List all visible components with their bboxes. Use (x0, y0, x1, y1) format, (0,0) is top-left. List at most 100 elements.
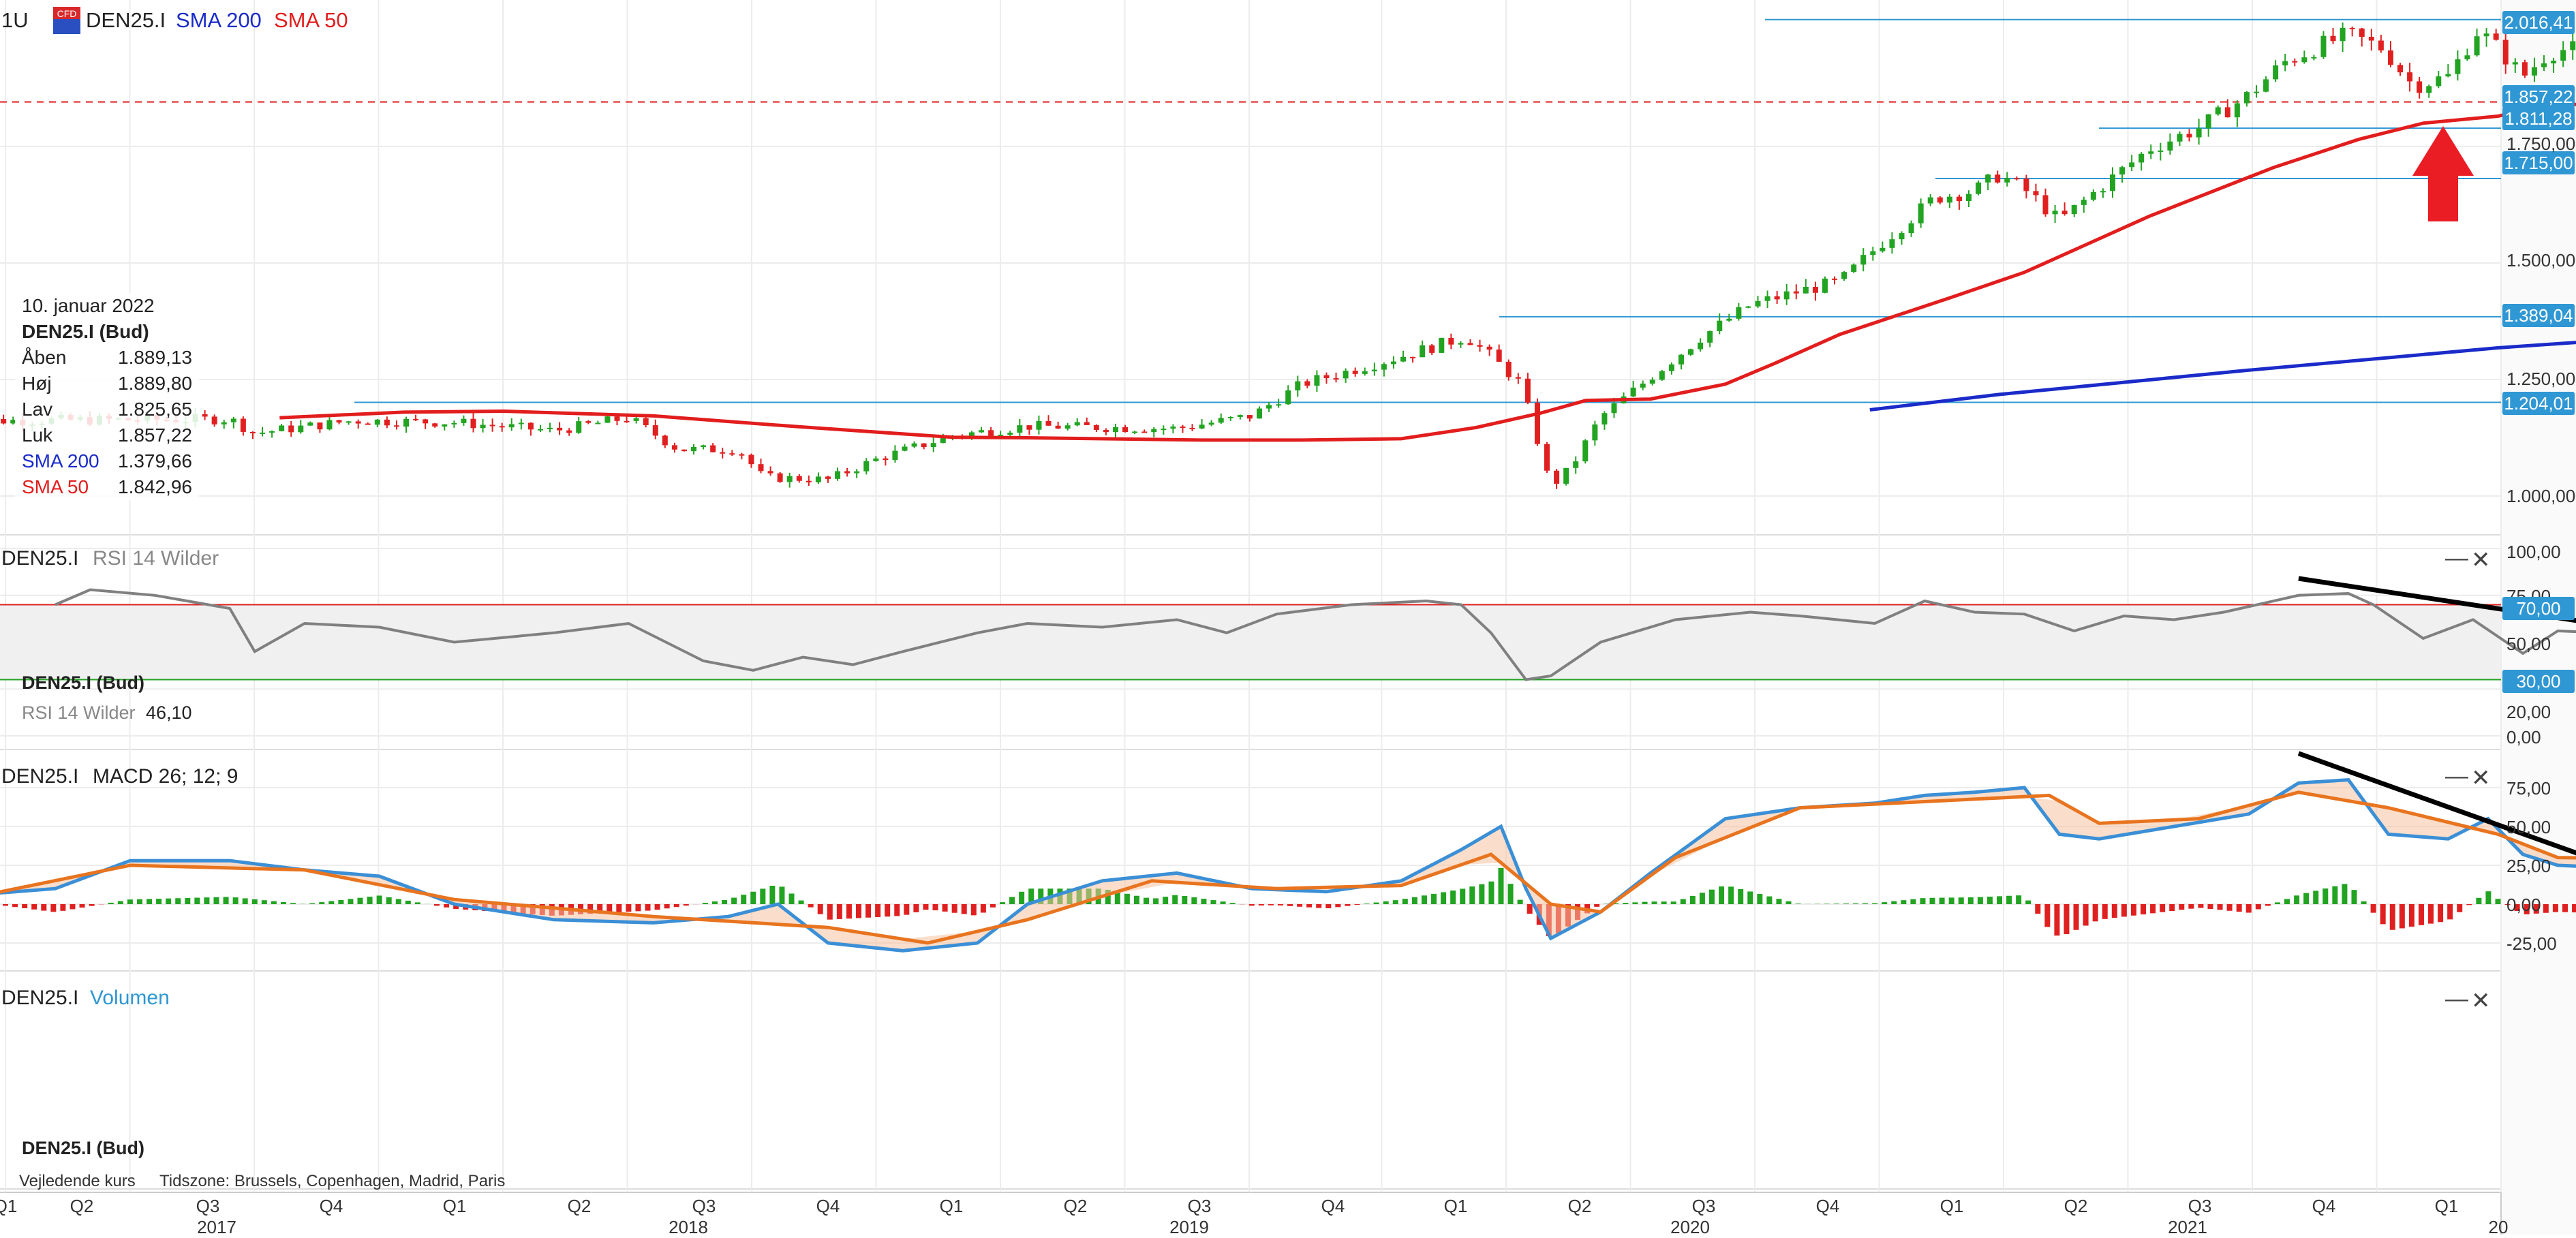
volume-minimize-button[interactable]: — (2445, 986, 2468, 1012)
candle-body (202, 414, 208, 416)
macd-histogram-bar (127, 899, 133, 904)
macd-histogram-bar (1623, 903, 1628, 904)
candle-body (509, 424, 515, 428)
macd-histogram-bar (213, 897, 219, 904)
candle-body (1400, 357, 1406, 362)
candle-body (1487, 347, 1492, 350)
candle-body (969, 432, 975, 436)
macd-histogram-bar (434, 904, 440, 906)
macd-histogram-bar (913, 904, 919, 912)
candle-body (1334, 378, 1339, 380)
macd-histogram-bar (2322, 888, 2328, 904)
candle-body (2474, 36, 2480, 55)
macd-histogram-bar (2083, 904, 2089, 926)
rsi-minimize-button[interactable]: — (2445, 545, 2468, 572)
timeframe-label[interactable]: 1U (1, 8, 29, 33)
candle-body (2311, 57, 2316, 59)
macd-histogram-bar (2284, 899, 2290, 904)
volume-close-button[interactable]: ✕ (2471, 987, 2491, 1015)
rsi-legend-value: 46,10 (146, 700, 192, 725)
macd-histogram-bar (1153, 898, 1159, 904)
macd-histogram-bar (328, 901, 334, 904)
macd-histogram-bar (108, 903, 114, 904)
candle-body (787, 476, 793, 482)
macd-histogram-bar (769, 886, 775, 904)
candle-body (2484, 33, 2489, 36)
candle-body (1, 419, 6, 423)
macd-histogram-bar (2390, 904, 2395, 930)
rsi-close-button[interactable]: ✕ (2471, 546, 2491, 574)
candle-body (844, 471, 850, 474)
macd-histogram-bar (684, 904, 689, 906)
macd-close-button[interactable]: ✕ (2471, 764, 2491, 792)
candle-body (2158, 151, 2163, 152)
macd-minimize-button[interactable]: — (2445, 763, 2468, 790)
y-tick: 25,00 (2506, 856, 2551, 877)
level-tag: 1.389,04 (2502, 304, 2575, 327)
candle-body (250, 432, 256, 433)
candle-body (2177, 134, 2182, 142)
candle-body (1535, 403, 1540, 444)
macd-histogram-bar (137, 899, 142, 904)
candle-body (806, 481, 812, 482)
candle-body (1141, 431, 1147, 433)
macd-histogram-bar (865, 904, 871, 918)
macd-histogram-bar (1479, 884, 1484, 904)
candle-body (2320, 36, 2326, 57)
candle-body (585, 421, 591, 422)
sma50-legend[interactable]: SMA 50 (274, 8, 348, 33)
price-type: Vejledende kurs (19, 1172, 136, 1191)
macd-histogram-bar (1882, 902, 1887, 904)
macd-histogram-bar (2160, 904, 2165, 912)
x-tick: Q2 (2064, 1196, 2088, 1217)
candle-body (1065, 425, 1071, 429)
candle-body (768, 471, 773, 473)
macd-histogram-bar (415, 902, 420, 904)
macd-histogram-bar (2169, 904, 2175, 911)
candle-body (1362, 371, 1368, 374)
x-year: 20 (2489, 1217, 2509, 1238)
candle-body (1659, 371, 1665, 380)
candle-body (1007, 433, 1013, 435)
sma200-legend[interactable]: SMA 200 (176, 8, 262, 33)
candle-body (231, 419, 236, 422)
candle-body (2235, 104, 2240, 118)
macd-histogram-bar (1230, 903, 1236, 904)
candle-body (1880, 248, 1885, 251)
macd-histogram-bar (1671, 901, 1676, 904)
macd-histogram-bar (1796, 903, 1801, 904)
candle-body (2417, 81, 2422, 93)
macd-histogram-bar (2179, 904, 2184, 910)
candle-body (1976, 183, 1981, 194)
candle-body (356, 421, 361, 423)
candle-body (1928, 198, 1933, 204)
macd-histogram-bar (204, 897, 209, 904)
y-tick: 1.500,00 (2506, 250, 2575, 271)
candle-body (2282, 61, 2288, 65)
candle-body (241, 419, 246, 432)
macd-histogram-bar (147, 899, 152, 904)
macd-histogram-bar (166, 899, 171, 904)
macd-histogram-bar (1124, 894, 1130, 904)
y-tick: 1.750,00 (2506, 134, 2575, 155)
candle-body (1784, 292, 1790, 300)
macd-histogram-bar (2044, 904, 2050, 927)
candle-body (1420, 345, 1425, 357)
macd-histogram-bar (1738, 889, 1743, 904)
macd-histogram-bar (118, 901, 123, 904)
candle-body (1410, 357, 1415, 358)
candle-body (1429, 345, 1435, 353)
macd-histogram-bar (2447, 904, 2453, 919)
candle-body (1448, 338, 1454, 345)
macd-histogram-bar (741, 895, 746, 904)
macd-histogram-bar (1000, 902, 1005, 904)
candle-body (1238, 415, 1243, 417)
macd-histogram-bar (2562, 904, 2568, 912)
candle-body (2331, 36, 2336, 42)
volume-symbol: DEN25.I (1, 986, 78, 1010)
candle-body (883, 459, 888, 460)
y-tick: 1.000,00 (2506, 486, 2575, 507)
